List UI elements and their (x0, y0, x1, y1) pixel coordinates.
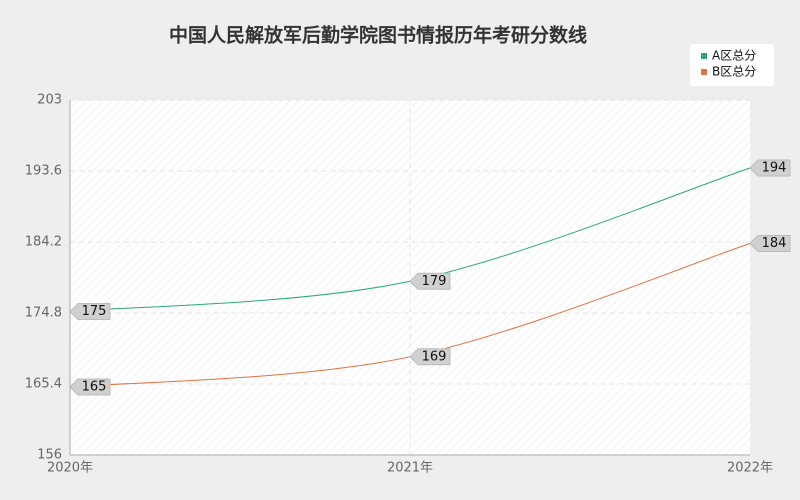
y-tick-label: 203 (37, 93, 62, 108)
y-tick-label: 165.4 (25, 377, 62, 392)
data-label: 169 (422, 349, 447, 364)
legend-label: B区总分 (712, 65, 756, 79)
x-tick-label: 2022年 (727, 461, 773, 476)
data-label-box (69, 378, 111, 396)
data-label: 179 (422, 274, 447, 289)
data-label-box (409, 272, 451, 290)
data-label: 194 (762, 160, 787, 175)
data-label: 165 (82, 380, 107, 395)
y-tick-label: 184.2 (25, 235, 62, 250)
x-tick-label: 2021年 (387, 461, 433, 476)
y-tick-label: 193.6 (25, 164, 62, 179)
data-label: 175 (82, 304, 107, 319)
data-label-box (749, 159, 791, 177)
x-tick-label: 2020年 (47, 461, 93, 476)
chart-title: 中国人民解放军后勤学院图书情报历年考研分数线 (169, 24, 587, 47)
data-label: 184 (762, 236, 787, 251)
data-label-box (409, 348, 451, 366)
legend-swatch (701, 53, 707, 59)
data-label-box (69, 302, 111, 320)
data-label-box (749, 235, 791, 253)
legend-swatch (701, 69, 707, 75)
legend-box (690, 44, 774, 86)
legend-label: A区总分 (712, 49, 756, 63)
plot-hatch (70, 100, 750, 455)
y-tick-label: 174.8 (25, 306, 62, 321)
y-tick-label: 156 (37, 448, 62, 463)
